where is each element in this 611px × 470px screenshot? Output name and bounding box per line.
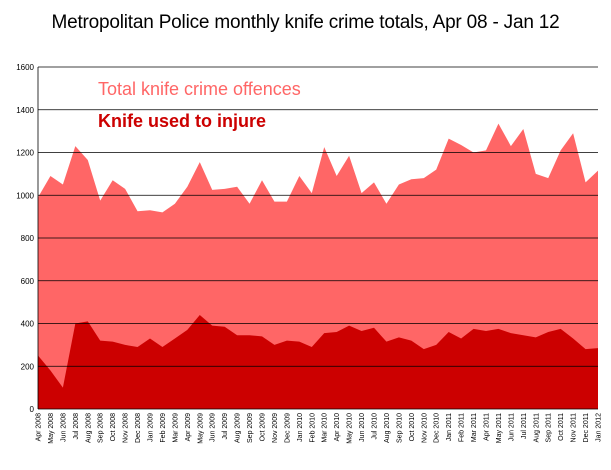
y-tick-label: 0 <box>30 405 35 414</box>
y-axis: 0 200 400 600 800 1000 1200 1400 1600 <box>16 63 34 414</box>
x-tick-label: Feb 2009 <box>160 413 167 443</box>
legend-total-knife-crime: Total knife crime offences <box>98 79 301 99</box>
y-tick-label: 600 <box>21 277 35 286</box>
x-tick-label: Aug 2011 <box>533 413 540 443</box>
x-tick-label: Nov 2010 <box>421 413 428 443</box>
x-tick-label: Nov 2009 <box>272 413 279 443</box>
x-tick-label: Aug 2010 <box>384 413 391 443</box>
x-tick-label: Jun 2010 <box>359 413 366 442</box>
x-tick-label: Jan 2009 <box>148 413 155 442</box>
y-tick-label: 1600 <box>16 63 34 72</box>
x-tick-label: May 2008 <box>48 413 55 444</box>
x-tick-label: Feb 2011 <box>459 413 466 442</box>
legend-knife-used-to-injure: Knife used to injure <box>98 111 266 131</box>
x-tick-label: Mar 2011 <box>471 413 478 442</box>
x-tick-label: Oct 2008 <box>110 413 117 442</box>
x-tick-label: Apr 2009 <box>185 413 192 442</box>
x-tick-label: Sep 2009 <box>247 413 254 443</box>
y-tick-label: 800 <box>21 234 35 243</box>
x-tick-label: Jul 2008 <box>73 413 80 440</box>
x-tick-label: Nov 2011 <box>571 413 578 443</box>
x-tick-label: Nov 2008 <box>123 413 130 443</box>
x-tick-label: Feb 2010 <box>309 413 316 443</box>
x-tick-label: Sep 2008 <box>98 413 105 443</box>
x-tick-label: Jun 2009 <box>210 413 217 442</box>
y-tick-label: 1400 <box>16 106 34 115</box>
x-tick-label: Jul 2011 <box>521 413 528 439</box>
x-tick-label: Jul 2009 <box>222 413 229 440</box>
y-tick-label: 200 <box>21 362 35 371</box>
x-tick-label: Sep 2010 <box>396 413 403 443</box>
x-tick-label: Dec 2009 <box>284 413 291 443</box>
x-tick-label: Jan 2011 <box>446 413 453 441</box>
x-tick-label: Dec 2011 <box>583 413 590 443</box>
x-tick-label: Aug 2008 <box>85 413 92 443</box>
x-tick-label: Sep 2011 <box>546 413 553 443</box>
chart-title: Metropolitan Police monthly knife crime … <box>51 12 560 33</box>
x-tick-label: Oct 2009 <box>260 413 267 442</box>
x-tick-label: Jan 2010 <box>297 413 304 442</box>
x-tick-label: Apr 2010 <box>334 413 341 442</box>
x-tick-label: Oct 2011 <box>558 413 565 441</box>
x-tick-label: Jul 2010 <box>372 413 379 440</box>
y-tick-label: 1200 <box>16 149 34 158</box>
x-tick-label: Mar 2010 <box>322 413 329 443</box>
area-series-2 <box>38 314 598 409</box>
x-tick-label: Oct 2010 <box>409 413 416 442</box>
x-tick-label: Dec 2010 <box>434 413 441 443</box>
x-tick-label: Dec 2008 <box>135 413 142 443</box>
x-tick-label: Jun 2008 <box>60 413 67 442</box>
x-tick-label: Apr 2008 <box>36 413 43 442</box>
x-tick-label: Jun 2011 <box>508 413 515 441</box>
plot-area <box>37 66 598 410</box>
x-tick-label: Apr 2011 <box>484 413 491 441</box>
x-tick-label: Aug 2009 <box>235 413 242 443</box>
x-tick-label: Mar 2009 <box>172 413 179 443</box>
x-axis: Apr 2008 May 2008 Jun 2008 Jul 2008 Aug 2008… <box>36 413 603 444</box>
y-tick-label: 400 <box>21 320 35 329</box>
x-tick-label: Jan 2012 <box>596 413 603 442</box>
x-tick-label: May 2010 <box>347 413 354 444</box>
x-tick-label: May 2011 <box>496 413 503 443</box>
x-tick-label: May 2009 <box>197 413 204 444</box>
y-tick-label: 1000 <box>16 191 34 200</box>
